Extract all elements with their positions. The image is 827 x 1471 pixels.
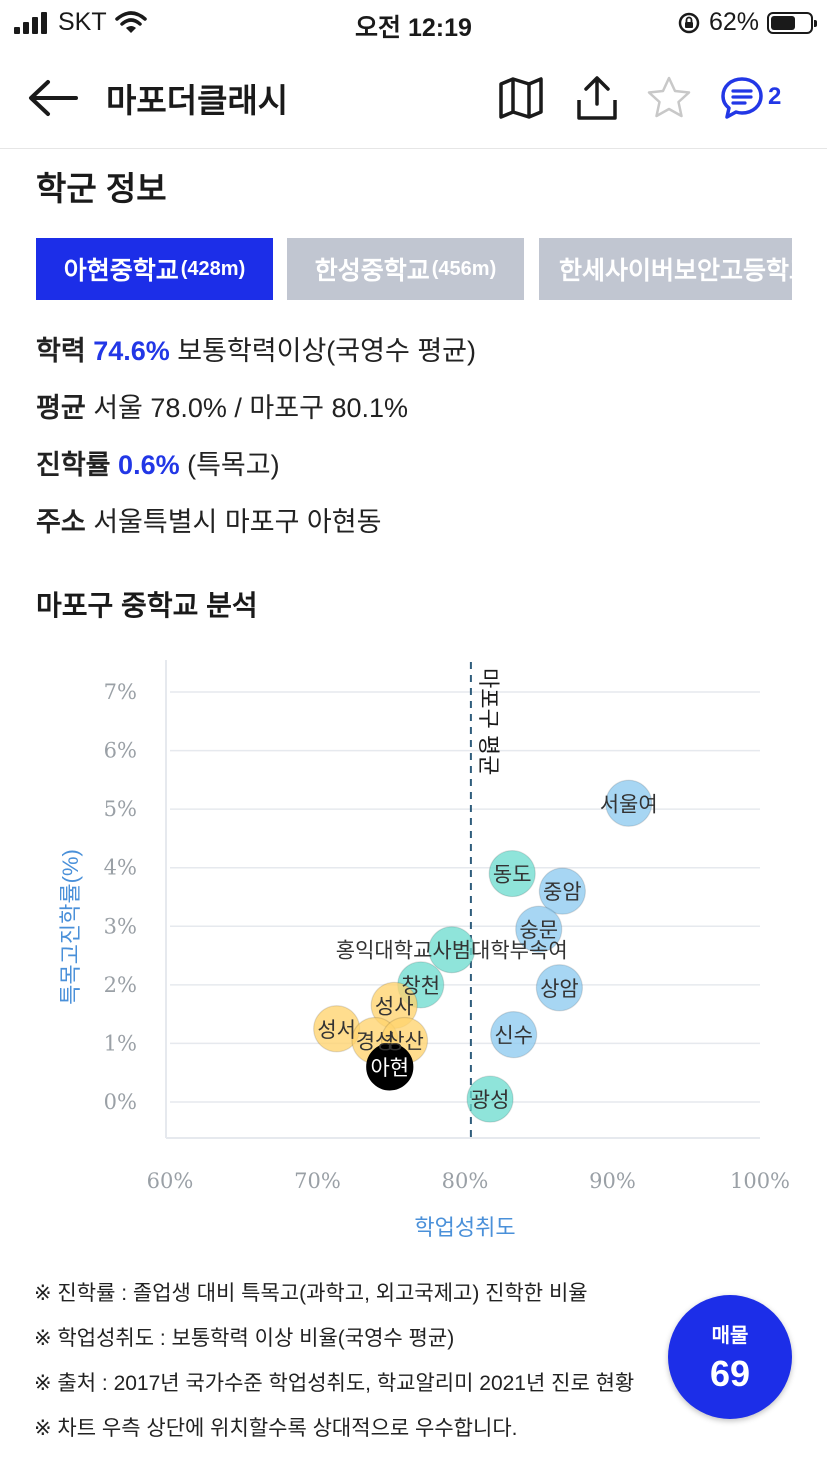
listings-count: 69 [709,1353,751,1394]
data-point-label: 경성 [356,1031,395,1054]
status-bar: SKT 오전 12:19 62% [0,0,827,46]
info-label: 학력 [36,336,86,366]
data-point-label: 아현 [370,1057,409,1080]
info-text: 서울특별시 마포구 아현동 [85,507,382,537]
info-label: 진학률 [36,450,111,480]
x-tick-label: 70% [294,1169,341,1193]
info-line-achievement: 학력 74.6% 보통학력이상(국영수 평균) [36,329,476,368]
comment-icon[interactable] [718,74,766,122]
data-point [515,905,563,953]
signal-icon [14,11,47,34]
tab-school-1[interactable]: 아현중학교 (428m) [36,238,273,300]
y-tick-label: 7% [104,680,137,704]
y-axis-title: 특목고진학률(%) [58,849,83,1005]
back-arrow-icon[interactable] [26,78,78,118]
notes: ※ 진학률 : 졸업생 대비 특목고(과학고, 외고국제고) 진학한 비율 ※ … [34,1276,634,1456]
info-value: 74.6% [93,336,170,366]
y-tick-label: 1% [104,1031,137,1055]
battery-percent: 62% [708,8,759,36]
tab-school-2[interactable]: 한성중학교 (456m) [287,238,524,300]
info-line-average: 평균 서울 78.0% / 마포구 80.1% [36,386,408,425]
data-point-label: 서울여 [600,793,658,816]
navigation-bar: 마포더클래시 2 [0,50,827,149]
data-point-label: 신수 [494,1025,533,1048]
carrier-label: SKT [58,8,107,36]
data-point-label: 광성 [471,1089,510,1112]
section-title: 학군 정보 [36,170,167,207]
page-title: 마포더클래시 [106,82,289,119]
data-point-label: 홍익대학교사범대학부속여 [336,940,568,963]
rotation-lock-icon [678,12,700,33]
data-point [366,1043,414,1091]
star-icon[interactable] [645,74,693,122]
y-tick-label: 5% [104,797,137,821]
clock: 오전 12:19 [355,14,472,42]
info-text: 보통학력이상(국영수 평균) [169,336,476,366]
x-axis-title: 학업성취도 [414,1215,515,1240]
x-tick-label: 60% [147,1169,194,1193]
scatter-chart: 0% 1% 2% 3% 4% 5% 6% 7% 60% 70% 80% 90% 100% 학업성취도 특목고… [58,660,790,1240]
listings-label: 매물 [711,1325,749,1347]
note-advancement-rate: ※ 진학률 : 졸업생 대비 특목고(과학고, 외고국제고) 진학한 비율 [34,1282,588,1305]
data-point-label: 성사 [375,995,414,1018]
y-tick-label: 3% [104,914,137,938]
data-point [535,964,584,1012]
info-value: 0.6% [118,450,180,480]
info-label: 평균 [36,393,86,423]
data-point [490,1011,538,1059]
tab-school-name: 한성중학교 [314,257,430,285]
data-point [488,849,536,898]
data-point-label: 상암 [540,978,579,1001]
y-tick-label: 2% [104,973,137,997]
note-achievement: ※ 학업성취도 : 보통학력 이상 비율(국영수 평균) [34,1327,455,1350]
data-point-label: 동도 [493,864,532,887]
data-point [428,926,476,974]
tab-school-distance: (428m) [180,257,246,280]
note-source: ※ 출처 : 2017년 국가수준 학업성취도, 학교알리미 2021년 진로 … [34,1372,635,1395]
data-point-label: 상산 [385,1031,424,1054]
y-tick-label: 0% [104,1090,137,1114]
battery-level [771,15,795,30]
wifi-icon [114,10,147,33]
tab-school-3[interactable]: 한세사이버보안고등학교 [539,238,792,300]
info-label: 주소 [36,507,86,537]
tab-school-name: 아현중학교 [63,257,179,285]
data-point [466,1075,514,1123]
average-reference-label: 마포구 평균 [476,668,501,775]
y-tick-label: 6% [104,739,137,763]
tab-school-distance: (456m) [431,257,497,280]
x-tick-label: 100% [730,1169,790,1193]
data-point-label: 숭문 [519,919,558,942]
tab-school-name: 한세사이버보안고등학교 [559,257,792,285]
battery-icon [767,11,817,34]
y-tick-label: 4% [104,856,137,880]
map-icon[interactable] [497,74,545,122]
info-text: (특목고) [179,450,280,480]
note-hint: ※ 차트 우측 상단에 위치할수록 상대적으로 우수합니다. [34,1417,518,1440]
info-text: 서울 78.0% / 마포구 80.1% [85,393,409,423]
data-point [538,867,586,915]
data-point-label: 성서 [317,1019,356,1042]
data-point-label: 중암 [543,881,582,904]
data-point-label: 창천 [401,975,440,998]
info-line-advancement: 진학률 0.6% (특목고) [36,443,280,482]
data-point [605,779,653,827]
share-icon[interactable] [573,74,621,122]
x-tick-label: 80% [442,1169,489,1193]
x-tick-label: 90% [589,1169,636,1193]
listings-button[interactable]: 매물 69 [668,1295,792,1419]
comment-count[interactable]: 2 [768,83,782,110]
info-line-address: 주소 서울특별시 마포구 아현동 [36,500,381,539]
analysis-title: 마포구 중학교 분석 [36,590,258,621]
